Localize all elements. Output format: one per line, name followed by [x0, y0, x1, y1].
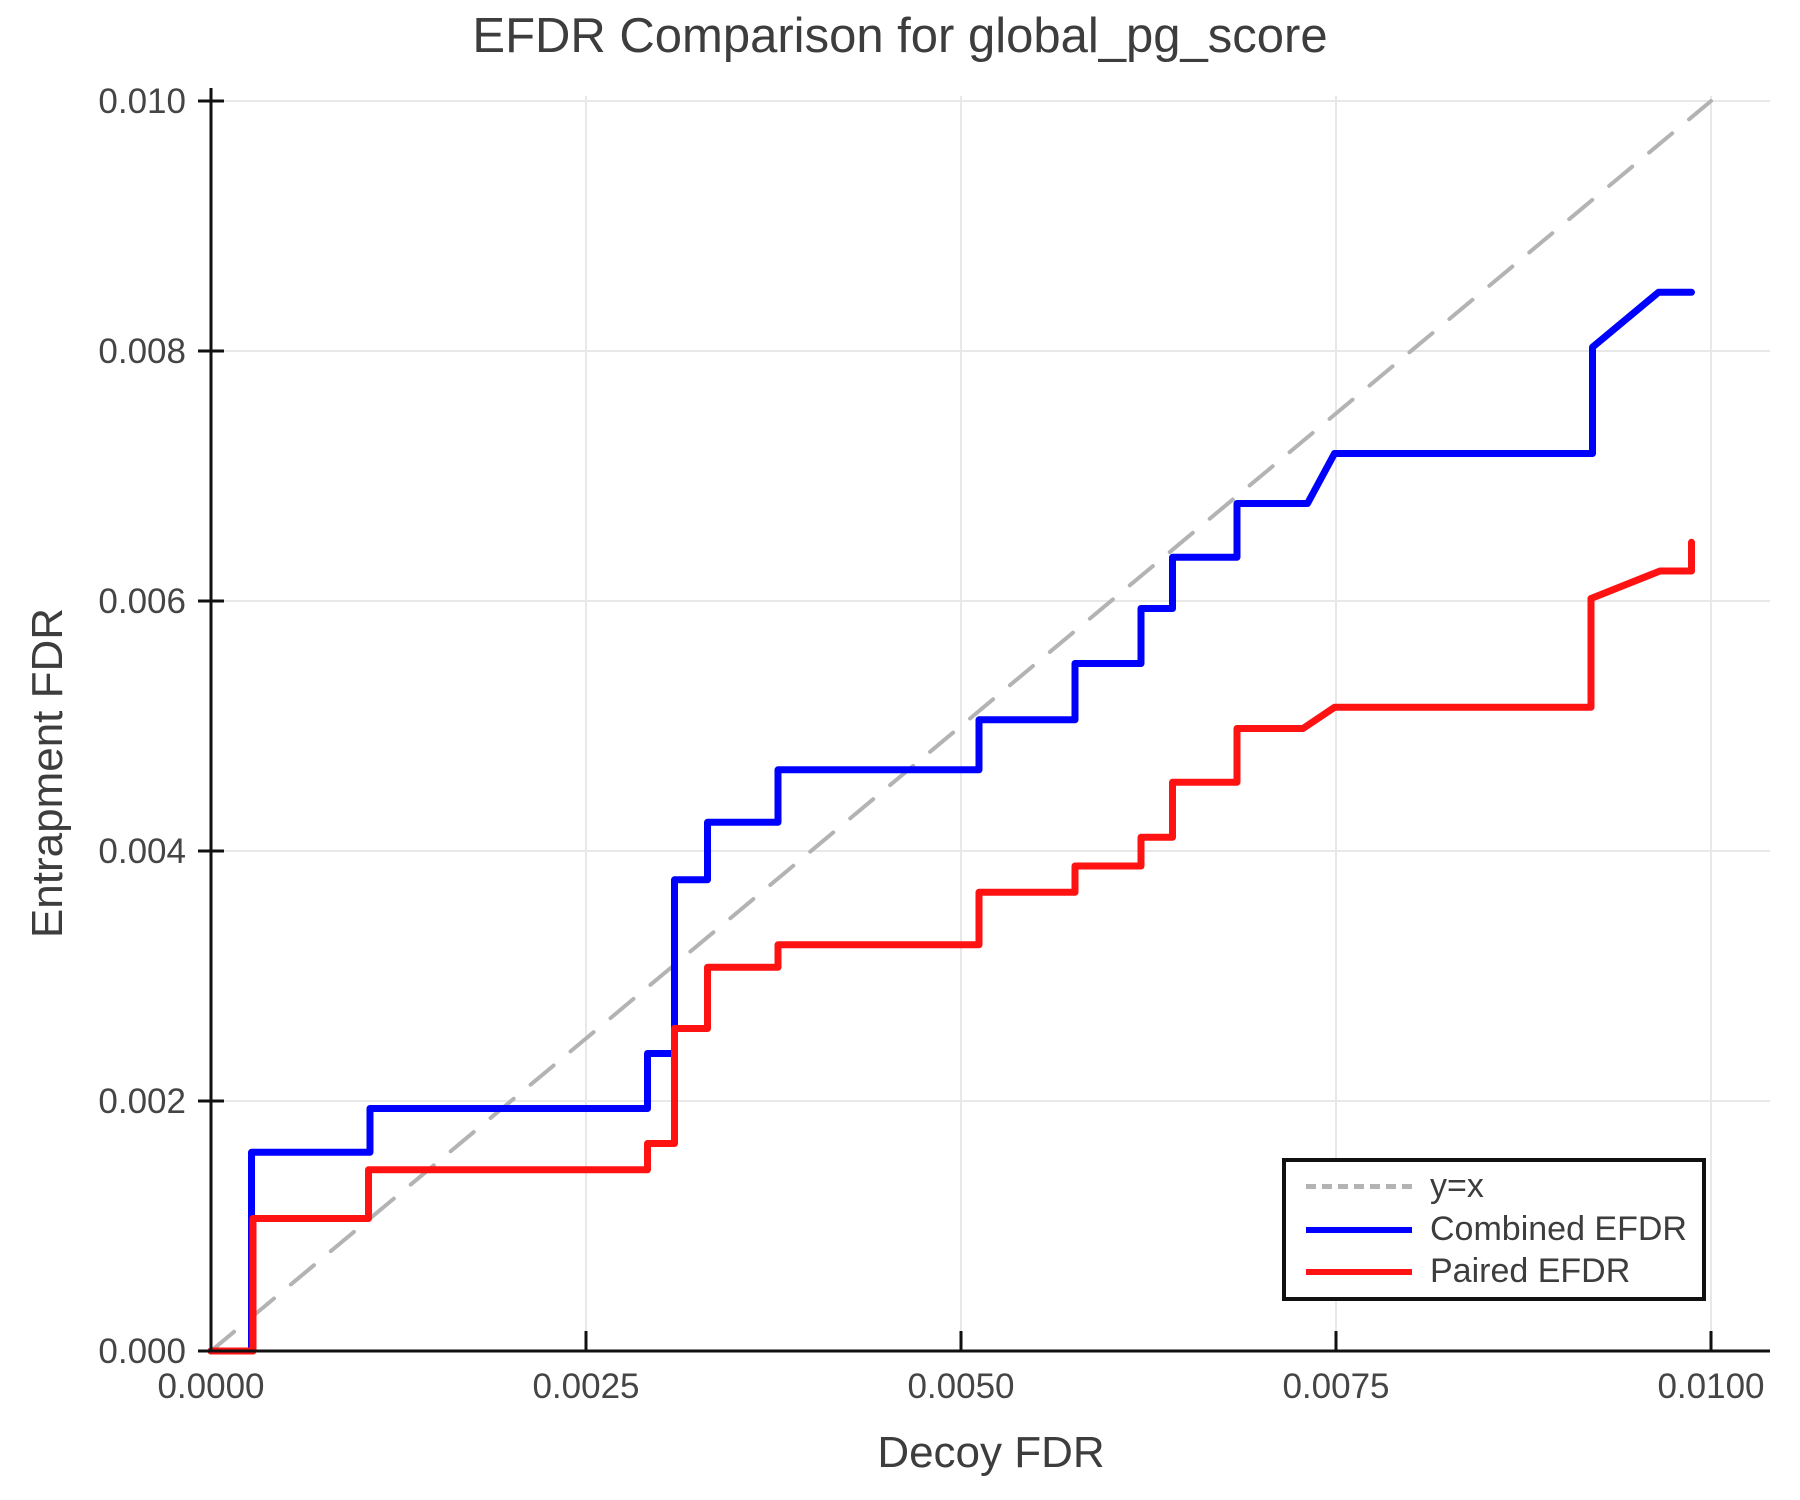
- y-tick-label: 0.002: [98, 1082, 186, 1121]
- series-line-y-x: [209, 99, 1713, 1353]
- x-axis-title: Decoy FDR: [877, 1428, 1105, 1477]
- x-tick-label: 0.0025: [532, 1367, 639, 1406]
- legend-blue-line-swatch: [1306, 1226, 1412, 1233]
- y-axis-title: Entrapment FDR: [23, 607, 72, 939]
- chart-title: EFDR Comparison for global_pg_score: [472, 9, 1328, 63]
- y-tick-label: 0.010: [98, 82, 186, 121]
- y-tick-label: 0.000: [98, 1332, 186, 1371]
- series-line-combined-efdr: [207, 288, 1695, 1355]
- y-tick-label: 0.008: [98, 332, 186, 371]
- legend-label: Combined EFDR: [1430, 1209, 1687, 1248]
- legend-label: Paired EFDR: [1430, 1252, 1631, 1291]
- x-tick-label: 0.0075: [1282, 1367, 1389, 1406]
- legend-item-paired-efdr: Paired EFDR: [1306, 1254, 1702, 1290]
- series-line-paired-efdr: [207, 538, 1695, 1355]
- legend-red-line-swatch: [1306, 1269, 1412, 1276]
- legend-dashed-line-swatch: [1306, 1184, 1412, 1190]
- y-tick-label: 0.004: [98, 832, 186, 871]
- y-tick-label: 0.006: [98, 582, 186, 621]
- legend: y=x Combined EFDR Paired EFDR: [1282, 1158, 1706, 1301]
- x-tick-label: 0.0000: [157, 1367, 264, 1406]
- x-tick-label: 0.0050: [907, 1367, 1014, 1406]
- legend-label: y=x: [1430, 1166, 1484, 1205]
- x-tick-label: 0.0100: [1657, 1367, 1764, 1406]
- legend-item-combined-efdr: Combined EFDR: [1306, 1209, 1702, 1248]
- legend-item-yx: y=x: [1306, 1166, 1702, 1205]
